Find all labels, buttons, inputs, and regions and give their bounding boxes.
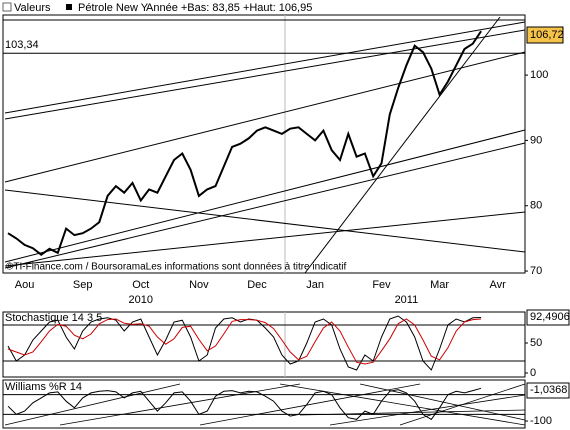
year-label: 2011 <box>395 294 419 306</box>
x-tick-label: Jan <box>306 279 324 291</box>
main-panel <box>2 14 526 274</box>
x-tick-label: Dec <box>247 279 267 291</box>
x-tick-label: Fev <box>372 279 391 291</box>
y-tick-label: 90 <box>530 134 542 146</box>
x-tick-label: Aou <box>15 279 35 291</box>
header-title: Valeurs <box>14 2 51 14</box>
last-value-label: 106,72 <box>530 29 564 41</box>
series-line <box>7 387 482 421</box>
legend-swatch <box>66 4 72 10</box>
year-label: 2010 <box>129 294 153 306</box>
trendlines <box>3 16 526 274</box>
legend-label: Pétrole New Y <box>78 2 149 14</box>
last-value-label: 92,4906 <box>530 311 570 323</box>
series-line <box>7 318 482 365</box>
stoch-panel <box>2 311 526 378</box>
last-value-box <box>526 382 570 399</box>
x-tick-label: Mar <box>430 279 449 291</box>
last-value-box <box>526 309 570 326</box>
x-tick-label: Nov <box>189 279 209 291</box>
x-tick-label: Avr <box>490 279 507 291</box>
series-line <box>7 30 482 256</box>
williams-panel <box>2 379 526 429</box>
y-tick-label: -100 <box>530 415 552 427</box>
x-tick-label: Oct <box>132 279 149 291</box>
panel-title: Stochastique 14 3 5 <box>5 312 102 324</box>
reference-label: 103,34 <box>5 39 39 51</box>
y-tick-label: 0 <box>530 367 536 379</box>
header-subtitle: Année +Bas: 83,85 +Haut: 106,95 <box>146 2 312 14</box>
y-tick-label: 100 <box>530 69 548 81</box>
checkbox[interactable] <box>2 2 12 12</box>
x-tick-label: Sep <box>73 279 93 291</box>
last-value-label: -1,0368 <box>530 384 567 396</box>
y-tick-label: 70 <box>530 265 542 277</box>
last-value-box <box>526 26 564 44</box>
panel-title: Williams %R 14 <box>5 381 82 393</box>
williams-trendlines <box>4 383 526 426</box>
y-tick-label: 80 <box>530 200 542 212</box>
y-tick-label: 50 <box>530 337 542 349</box>
copyright: ©TI-Finance.com / BoursoramaLes informat… <box>6 262 347 273</box>
series-line <box>7 315 482 371</box>
